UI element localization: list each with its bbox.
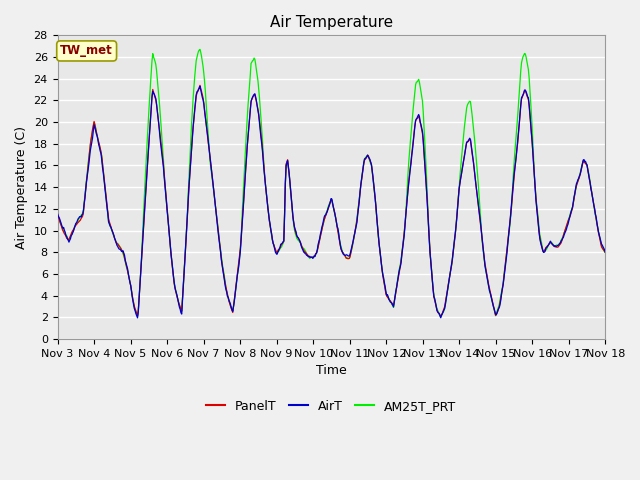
Text: TW_met: TW_met	[60, 45, 113, 58]
AM25T_PRT	[120, 253, 127, 259]
AirT	[602, 249, 609, 255]
AM25T_PRT	[602, 250, 609, 255]
AM25T_PRT	[196, 47, 204, 52]
AirT	[120, 250, 127, 256]
PanelT	[63, 236, 71, 242]
PanelT	[399, 244, 406, 250]
PanelT	[602, 250, 609, 255]
AM25T_PRT	[399, 243, 406, 249]
AirT	[206, 152, 214, 157]
PanelT	[54, 212, 61, 217]
AirT	[134, 315, 141, 321]
Title: Air Temperature: Air Temperature	[270, 15, 393, 30]
Legend: PanelT, AirT, AM25T_PRT: PanelT, AirT, AM25T_PRT	[202, 395, 461, 418]
Y-axis label: Air Temperature (C): Air Temperature (C)	[15, 126, 28, 249]
PanelT	[437, 313, 445, 319]
AirT	[177, 306, 184, 312]
PanelT	[205, 146, 213, 152]
AM25T_PRT	[175, 302, 183, 308]
AirT	[54, 211, 61, 216]
PanelT	[175, 302, 183, 308]
PanelT	[415, 114, 422, 120]
AM25T_PRT	[415, 76, 422, 82]
X-axis label: Time: Time	[316, 364, 347, 377]
PanelT	[196, 83, 204, 88]
AM25T_PRT	[63, 235, 71, 240]
Line: PanelT: PanelT	[58, 85, 605, 316]
Line: AirT: AirT	[58, 86, 605, 318]
Line: AM25T_PRT: AM25T_PRT	[58, 49, 605, 317]
PanelT	[120, 252, 127, 258]
AirT	[196, 84, 204, 89]
AM25T_PRT	[437, 314, 445, 320]
AM25T_PRT	[54, 212, 61, 217]
AirT	[415, 113, 423, 119]
AirT	[399, 239, 407, 245]
AM25T_PRT	[205, 145, 213, 151]
AirT	[63, 236, 71, 241]
